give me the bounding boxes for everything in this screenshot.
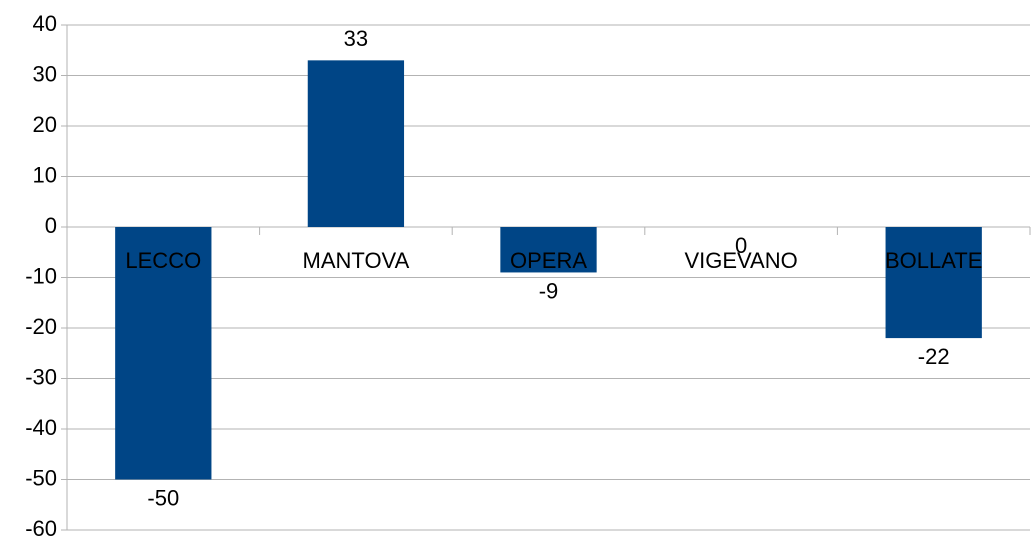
data-label: 0: [735, 233, 747, 258]
data-label: -9: [539, 278, 559, 303]
data-label: -22: [918, 344, 950, 369]
bar: [885, 227, 982, 339]
y-tick-label: -60: [25, 516, 57, 541]
x-tick-label: OPERA: [510, 248, 587, 273]
y-tick-label: -20: [25, 314, 57, 339]
y-tick-label: 0: [45, 213, 57, 238]
y-tick-label: -30: [25, 364, 57, 389]
x-tick-label: MANTOVA: [303, 248, 410, 273]
bar: [500, 227, 597, 273]
y-tick-label: -10: [25, 263, 57, 288]
x-tick-label: BOLLATE: [885, 248, 982, 273]
x-tick-label: VIGEVANO: [684, 248, 797, 273]
y-tick-label: 30: [33, 61, 57, 86]
y-tick-label: 10: [33, 162, 57, 187]
y-tick-label: 20: [33, 112, 57, 137]
bar: [307, 60, 405, 227]
y-tick-label: -40: [25, 415, 57, 440]
y-tick-label: -50: [25, 465, 57, 490]
y-tick-label: 40: [33, 11, 57, 36]
x-tick-label: LECCO: [125, 248, 201, 273]
data-label: 33: [344, 26, 368, 51]
data-label: -50: [147, 485, 179, 510]
bar: [115, 227, 212, 480]
